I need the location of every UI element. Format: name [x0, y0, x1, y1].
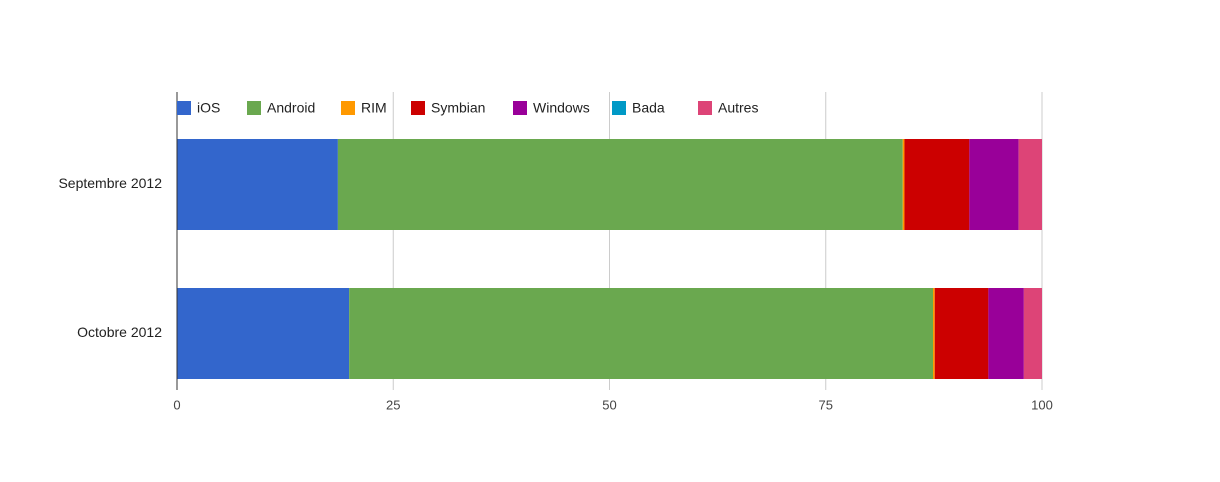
legend-label: Symbian	[431, 100, 485, 116]
bar-segment	[902, 139, 905, 230]
legend-label: Windows	[533, 100, 590, 116]
bar-segment	[904, 139, 970, 230]
bar-segment	[933, 288, 935, 379]
bar-segment	[1018, 139, 1042, 230]
x-tick-label: 50	[602, 397, 616, 412]
legend-label: iOS	[197, 100, 220, 116]
x-tick-label: 100	[1031, 397, 1053, 412]
y-tick-label: Octobre 2012	[77, 324, 162, 340]
bar-segment	[349, 288, 934, 379]
legend-label: Bada	[632, 100, 665, 116]
legend-swatch	[341, 101, 355, 115]
x-tick-label: 25	[386, 397, 400, 412]
legend-swatch	[247, 101, 261, 115]
legend-swatch	[411, 101, 425, 115]
bar-segment	[969, 139, 1019, 230]
bar-segment	[337, 139, 903, 230]
legend-label: RIM	[361, 100, 387, 116]
bar-segment	[177, 288, 350, 379]
legend-label: Android	[267, 100, 315, 116]
y-tick-label: Septembre 2012	[58, 175, 162, 191]
bar-segment	[1023, 288, 1042, 379]
legend-swatch	[698, 101, 712, 115]
x-tick-label: 0	[173, 397, 180, 412]
legend-label: Autres	[718, 100, 758, 116]
legend-swatch	[513, 101, 527, 115]
bar-segment	[988, 288, 1024, 379]
bar-segment	[934, 288, 989, 379]
legend-swatch	[612, 101, 626, 115]
bar-segment	[177, 139, 338, 230]
x-tick-label: 75	[819, 397, 833, 412]
legend-swatch	[177, 101, 191, 115]
